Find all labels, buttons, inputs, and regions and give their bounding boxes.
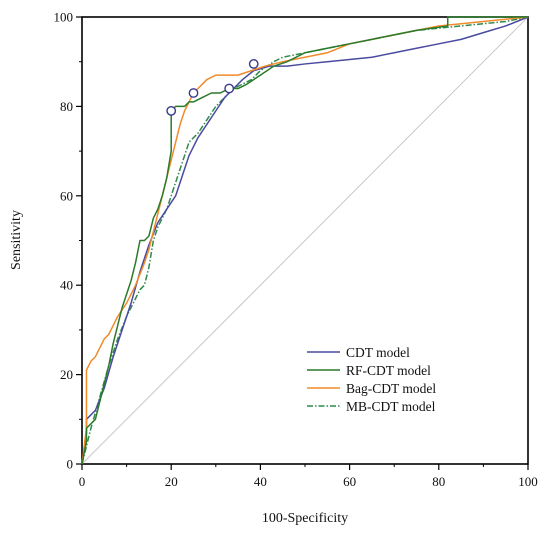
y-tick-label: 0 xyxy=(67,457,74,472)
axis-ticks: 0 20 40 60 80 100 0 20 40 60 80 100 xyxy=(54,10,538,490)
y-tick-label: 20 xyxy=(60,367,73,382)
cutoff-marker-cdt xyxy=(248,59,259,69)
reference-diagonal xyxy=(81,16,529,465)
y-tick-label: 100 xyxy=(54,10,74,25)
x-tick-label: 100 xyxy=(518,474,538,489)
series-layer xyxy=(81,16,529,465)
cutoff-marker-rf-cdt xyxy=(166,105,177,116)
legend-label-bag: Bag-CDT model xyxy=(346,381,436,396)
x-tick-label: 60 xyxy=(343,474,356,489)
x-tick-label: 40 xyxy=(254,474,267,489)
x-axis-title: 100-Specificity xyxy=(262,511,348,526)
x-tick-label: 0 xyxy=(79,474,86,489)
y-tick-label: 80 xyxy=(60,99,73,114)
marker-layer xyxy=(166,59,259,116)
legend: CDT model RF-CDT model Bag-CDT model MB-… xyxy=(307,345,436,414)
legend-label-mb: MB-CDT model xyxy=(346,399,436,414)
legend-label-rf: RF-CDT model xyxy=(346,363,431,378)
series-line-rf-cdt xyxy=(81,16,528,465)
x-tick-label: 20 xyxy=(165,474,178,489)
series-line-cdt xyxy=(81,16,529,465)
cutoff-marker-mb-cdt xyxy=(224,83,235,94)
cutoff-marker-bag-cdt xyxy=(188,88,199,98)
y-tick-label: 40 xyxy=(60,278,73,293)
legend-label-cdt: CDT model xyxy=(346,345,410,360)
y-tick-label: 60 xyxy=(60,188,73,203)
x-tick-label: 80 xyxy=(432,474,445,489)
y-axis-title: Sensitivity xyxy=(9,210,24,270)
